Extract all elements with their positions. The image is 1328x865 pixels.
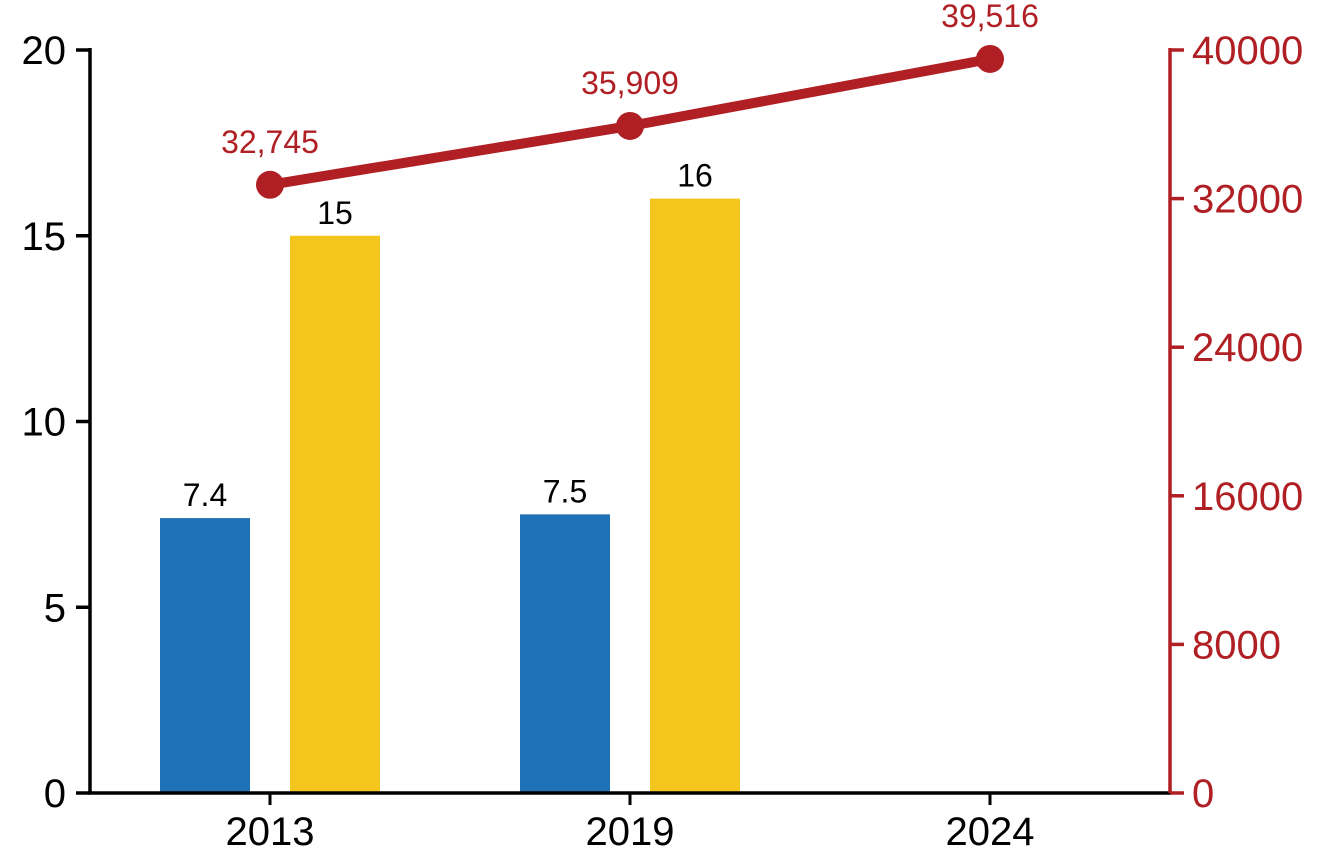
line-value-label: 32,745 <box>221 124 319 160</box>
left-tick-label: 20 <box>22 29 67 73</box>
red-line-series-point <box>256 170 284 199</box>
bar-value-label: 7.5 <box>543 473 587 509</box>
bar-value-label: 15 <box>317 195 353 231</box>
right-tick-label: 32000 <box>1192 178 1303 222</box>
x-tick-label: 2019 <box>586 810 675 854</box>
right-tick-label: 0 <box>1192 772 1214 816</box>
left-tick-label: 5 <box>44 586 66 630</box>
line-value-label: 35,909 <box>581 65 679 101</box>
left-tick-label: 15 <box>22 215 67 259</box>
red-line-series-point <box>976 44 1004 73</box>
x-tick-label: 2013 <box>226 810 315 854</box>
blue-bar-series-bar <box>160 518 250 793</box>
right-tick-label: 40000 <box>1192 29 1303 73</box>
x-tick-label: 2024 <box>946 810 1035 854</box>
left-tick-label: 10 <box>22 401 67 445</box>
bar-value-label: 16 <box>677 158 713 194</box>
blue-bar-series-bar <box>520 514 610 793</box>
red-line-series-point <box>616 111 644 140</box>
right-tick-label: 8000 <box>1192 623 1281 667</box>
yellow-bar-series-bar <box>650 198 740 794</box>
yellow-bar-series-bar <box>290 235 380 793</box>
bar-value-label: 7.4 <box>183 477 227 513</box>
right-tick-label: 16000 <box>1192 475 1303 519</box>
line-value-label: 39,516 <box>941 0 1039 34</box>
right-tick-label: 24000 <box>1192 326 1303 370</box>
left-tick-label: 0 <box>44 772 66 816</box>
